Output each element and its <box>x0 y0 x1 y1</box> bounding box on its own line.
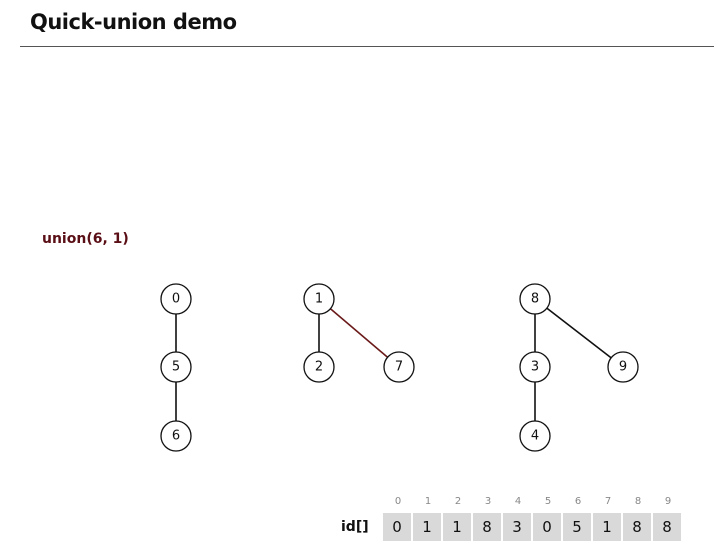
id-array-cell: 8 <box>623 513 651 541</box>
node-1: 1 <box>303 283 335 315</box>
array-index: 7 <box>604 496 612 507</box>
array-index: 0 <box>394 496 402 507</box>
edge-1-7 <box>318 298 400 368</box>
node-7-label: 7 <box>395 360 403 375</box>
id-array: 0 1 1 8 3 0 5 1 8 8 <box>383 513 683 543</box>
array-index: 9 <box>664 496 672 507</box>
id-array-cell: 5 <box>563 513 591 541</box>
slide-title: Quick-union demo <box>30 10 237 34</box>
array-index: 1 <box>424 496 432 507</box>
node-1-label: 1 <box>315 292 323 307</box>
union-find-forest: 0 5 6 1 2 7 8 3 4 9 <box>160 283 639 452</box>
node-5: 5 <box>160 351 192 383</box>
node-4: 4 <box>519 420 551 452</box>
id-array-cell: 0 <box>533 513 561 541</box>
array-index: 5 <box>544 496 552 507</box>
array-index: 6 <box>574 496 582 507</box>
array-index-row: 0 1 2 3 4 5 6 7 8 9 <box>383 496 683 510</box>
id-array-cell: 1 <box>443 513 471 541</box>
id-array-cell: 0 <box>383 513 411 541</box>
node-8-label: 8 <box>531 292 539 307</box>
id-array-label: id[] <box>341 519 369 535</box>
array-index: 3 <box>484 496 492 507</box>
node-8: 8 <box>519 283 551 315</box>
node-6: 6 <box>160 420 192 452</box>
id-array-cell: 8 <box>653 513 681 541</box>
node-0: 0 <box>160 283 192 315</box>
id-array-cell: 1 <box>593 513 621 541</box>
id-array-cell: 3 <box>503 513 531 541</box>
node-9-label: 9 <box>619 360 627 375</box>
node-0-label: 0 <box>172 292 180 307</box>
node-7: 7 <box>383 351 415 383</box>
node-2-label: 2 <box>315 360 323 375</box>
array-index: 8 <box>634 496 642 507</box>
edge-8-9 <box>534 298 624 368</box>
array-index: 2 <box>454 496 462 507</box>
node-3: 3 <box>519 351 551 383</box>
node-9: 9 <box>607 351 639 383</box>
title-divider <box>20 46 714 47</box>
array-index: 4 <box>514 496 522 507</box>
node-3-label: 3 <box>531 360 539 375</box>
id-array-cell: 1 <box>413 513 441 541</box>
node-2: 2 <box>303 351 335 383</box>
node-5-label: 5 <box>172 360 180 375</box>
operation-label: union(6, 1) <box>42 231 129 247</box>
id-array-cell: 8 <box>473 513 501 541</box>
node-4-label: 4 <box>531 429 539 444</box>
node-6-label: 6 <box>172 429 180 444</box>
